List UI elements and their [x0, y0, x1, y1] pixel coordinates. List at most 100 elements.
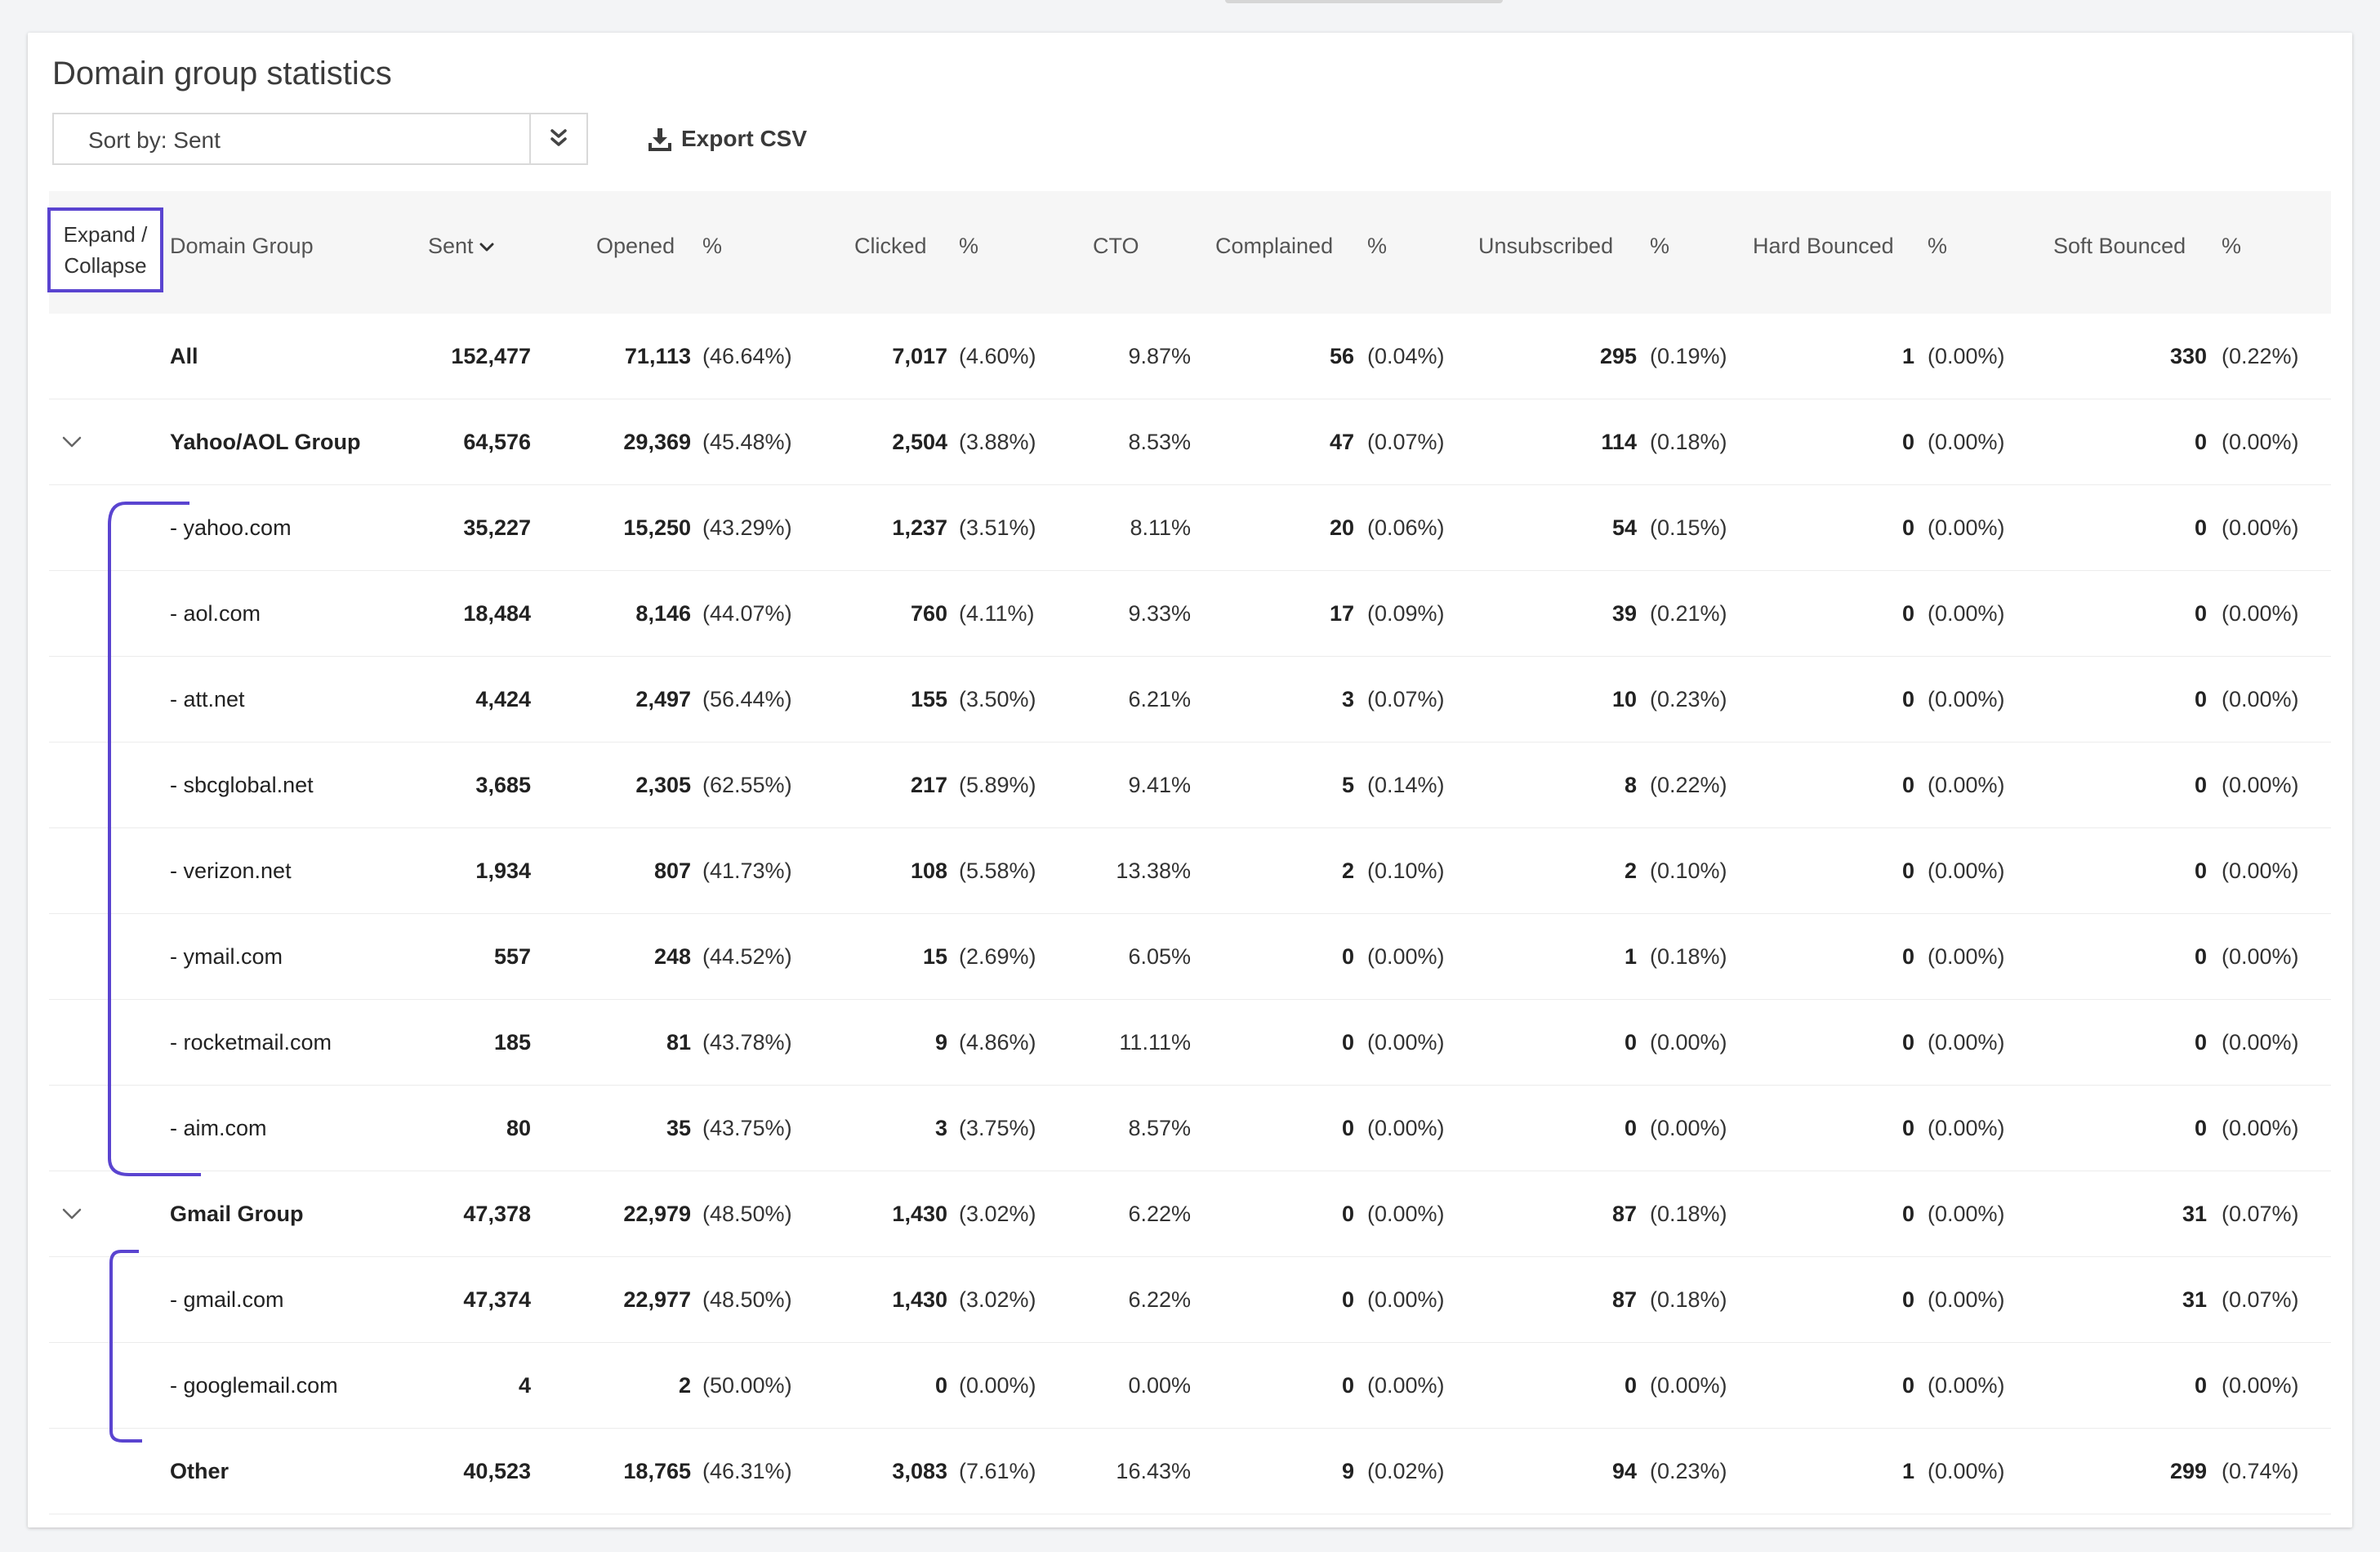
col-sent[interactable]: Sent — [428, 234, 494, 259]
domain-row: - verizon.net 1,934 807 (41.73%) 108 (5.58%) 1… — [49, 828, 2331, 914]
cell-sent: 152,477 — [451, 344, 531, 368]
cell-hard-bounced: 0 — [1901, 601, 1914, 626]
sort-select[interactable]: Sort by: Sent — [52, 113, 583, 165]
cell-domain-name: - aim.com — [170, 1116, 267, 1140]
cell-complained: 20 — [1329, 515, 1354, 540]
cell-domain-name: - ymail.com — [170, 944, 283, 969]
cell-clicked-pct: (5.58%) — [959, 859, 1036, 883]
cell-soft-bounced-pct: (0.00%) — [2222, 687, 2299, 711]
cell-soft-bounced-pct: (0.07%) — [2222, 1287, 2299, 1312]
cell-clicked: 2,504 — [892, 430, 947, 454]
col-opened[interactable]: Opened — [596, 234, 675, 258]
cell-domain-name: All — [170, 344, 198, 368]
cell-unsubscribed-pct: (0.18%) — [1650, 430, 1727, 454]
cell-complained: 0 — [1341, 944, 1354, 969]
col-clicked[interactable]: Clicked — [854, 234, 927, 258]
col-soft-bounced[interactable]: Soft Bounced — [2053, 234, 2186, 258]
col-unsubscribed-pct: % — [1650, 234, 1670, 258]
cell-clicked: 0 — [934, 1373, 947, 1398]
sort-select-label: Sort by: Sent — [88, 127, 221, 153]
cell-soft-bounced: 31 — [2182, 1287, 2207, 1312]
cell-soft-bounced-pct: (0.74%) — [2222, 1459, 2299, 1483]
cell-domain-name: - rocketmail.com — [170, 1030, 332, 1055]
cell-opened-pct: (43.29%) — [702, 515, 792, 540]
cell-clicked: 108 — [910, 859, 947, 883]
cell-complained-pct: (0.14%) — [1367, 773, 1445, 797]
cell-complained-pct: (0.04%) — [1367, 344, 1445, 368]
cell-sent: 1,934 — [475, 859, 531, 883]
export-csv-button[interactable]: Export CSV — [648, 113, 807, 165]
chevron-down-icon[interactable] — [60, 430, 83, 453]
cell-unsubscribed: 295 — [1599, 344, 1637, 368]
domain-row: - rocketmail.com 185 81 (43.78%) 9 (4.86%) 11.… — [49, 1000, 2331, 1086]
cell-opened-pct: (56.44%) — [702, 687, 792, 711]
group-row[interactable]: Gmail Group 47,378 22,979 (48.50%) 1,430 (3.0… — [49, 1171, 2331, 1257]
cell-opened-pct: (41.73%) — [702, 859, 792, 883]
cell-unsubscribed-pct: (0.15%) — [1650, 515, 1727, 540]
cell-unsubscribed-pct: (0.18%) — [1650, 944, 1727, 969]
cell-soft-bounced-pct: (0.00%) — [2222, 859, 2299, 883]
cell-hard-bounced-pct: (0.00%) — [1928, 944, 2005, 969]
col-opened-pct: % — [702, 234, 723, 258]
cell-unsubscribed-pct: (0.19%) — [1650, 344, 1727, 368]
cell-hard-bounced: 1 — [1901, 344, 1914, 368]
cell-soft-bounced: 299 — [2169, 1459, 2207, 1483]
cell-opened: 71,113 — [624, 344, 691, 368]
cell-sent: 40,523 — [463, 1459, 531, 1483]
table-header: Domain Group Sent Opened % Clicked % CTO… — [49, 191, 2331, 314]
cell-hard-bounced: 0 — [1901, 859, 1914, 883]
cell-complained-pct: (0.10%) — [1367, 859, 1445, 883]
cell-cto: 9.87% — [1128, 344, 1191, 368]
cell-clicked: 15 — [922, 944, 947, 969]
cell-unsubscribed: 54 — [1611, 515, 1637, 540]
double-chevron-down-icon — [550, 129, 567, 146]
cell-cto: 0.00% — [1128, 1373, 1191, 1398]
cell-opened-pct: (46.31%) — [702, 1459, 792, 1483]
cell-clicked: 7,017 — [892, 344, 947, 368]
cell-domain-name: Gmail Group — [170, 1202, 304, 1226]
cell-soft-bounced-pct: (0.00%) — [2222, 1030, 2299, 1055]
chevron-down-icon[interactable] — [60, 1202, 83, 1225]
cell-complained: 0 — [1341, 1287, 1354, 1312]
cell-hard-bounced-pct: (0.00%) — [1928, 344, 2005, 368]
cell-soft-bounced: 0 — [2194, 1373, 2207, 1398]
cell-domain-name: - gmail.com — [170, 1287, 284, 1312]
cell-hard-bounced-pct: (0.00%) — [1928, 430, 2005, 454]
col-cto[interactable]: CTO — [1093, 234, 1139, 258]
domain-row: - googlemail.com 4 2 (50.00%) 0 (0.00%) 0.00% 0… — [49, 1343, 2331, 1429]
cell-opened-pct: (44.52%) — [702, 944, 792, 969]
col-hard-bounced[interactable]: Hard Bounced — [1753, 234, 1894, 258]
col-sent-label: Sent — [428, 234, 474, 258]
cell-soft-bounced: 31 — [2182, 1202, 2207, 1226]
domain-row: - yahoo.com 35,227 15,250 (43.29%) 1,237 (3.5… — [49, 485, 2331, 571]
group-row[interactable]: Yahoo/AOL Group 64,576 29,369 (45.48%) 2,504… — [49, 399, 2331, 485]
cell-complained-pct: (0.09%) — [1367, 601, 1445, 626]
cell-cto: 8.53% — [1128, 430, 1191, 454]
cell-unsubscribed: 0 — [1624, 1030, 1637, 1055]
cell-domain-name: - aol.com — [170, 601, 261, 626]
cell-unsubscribed-pct: (0.22%) — [1650, 773, 1727, 797]
cell-soft-bounced: 0 — [2194, 1030, 2207, 1055]
cell-cto: 6.22% — [1128, 1287, 1191, 1312]
yahoo-group-bracket — [108, 502, 201, 1176]
cell-clicked: 3,083 — [892, 1459, 947, 1483]
top-tab-indicator — [1225, 0, 1503, 3]
sort-desc-icon — [479, 243, 494, 252]
cell-soft-bounced-pct: (0.07%) — [2222, 1202, 2299, 1226]
cell-opened-pct: (50.00%) — [702, 1373, 792, 1398]
col-domain-group[interactable]: Domain Group — [170, 234, 314, 258]
cell-hard-bounced-pct: (0.00%) — [1928, 1459, 2005, 1483]
cell-opened: 807 — [653, 859, 691, 883]
sort-direction-button[interactable] — [529, 113, 588, 165]
cell-sent: 80 — [506, 1116, 531, 1140]
cell-complained: 17 — [1329, 601, 1354, 626]
col-complained[interactable]: Complained — [1215, 234, 1334, 258]
cell-complained: 3 — [1341, 687, 1354, 711]
cell-complained-pct: (0.00%) — [1367, 1287, 1445, 1312]
table-body: All 152,477 71,113 (46.64%) 7,017 (4.60%) 9.87… — [49, 314, 2331, 1514]
cell-opened-pct: (48.50%) — [702, 1202, 792, 1226]
cell-complained: 5 — [1341, 773, 1354, 797]
cell-opened-pct: (45.48%) — [702, 430, 792, 454]
cell-clicked: 9 — [934, 1030, 947, 1055]
col-unsubscribed[interactable]: Unsubscribed — [1478, 234, 1614, 258]
